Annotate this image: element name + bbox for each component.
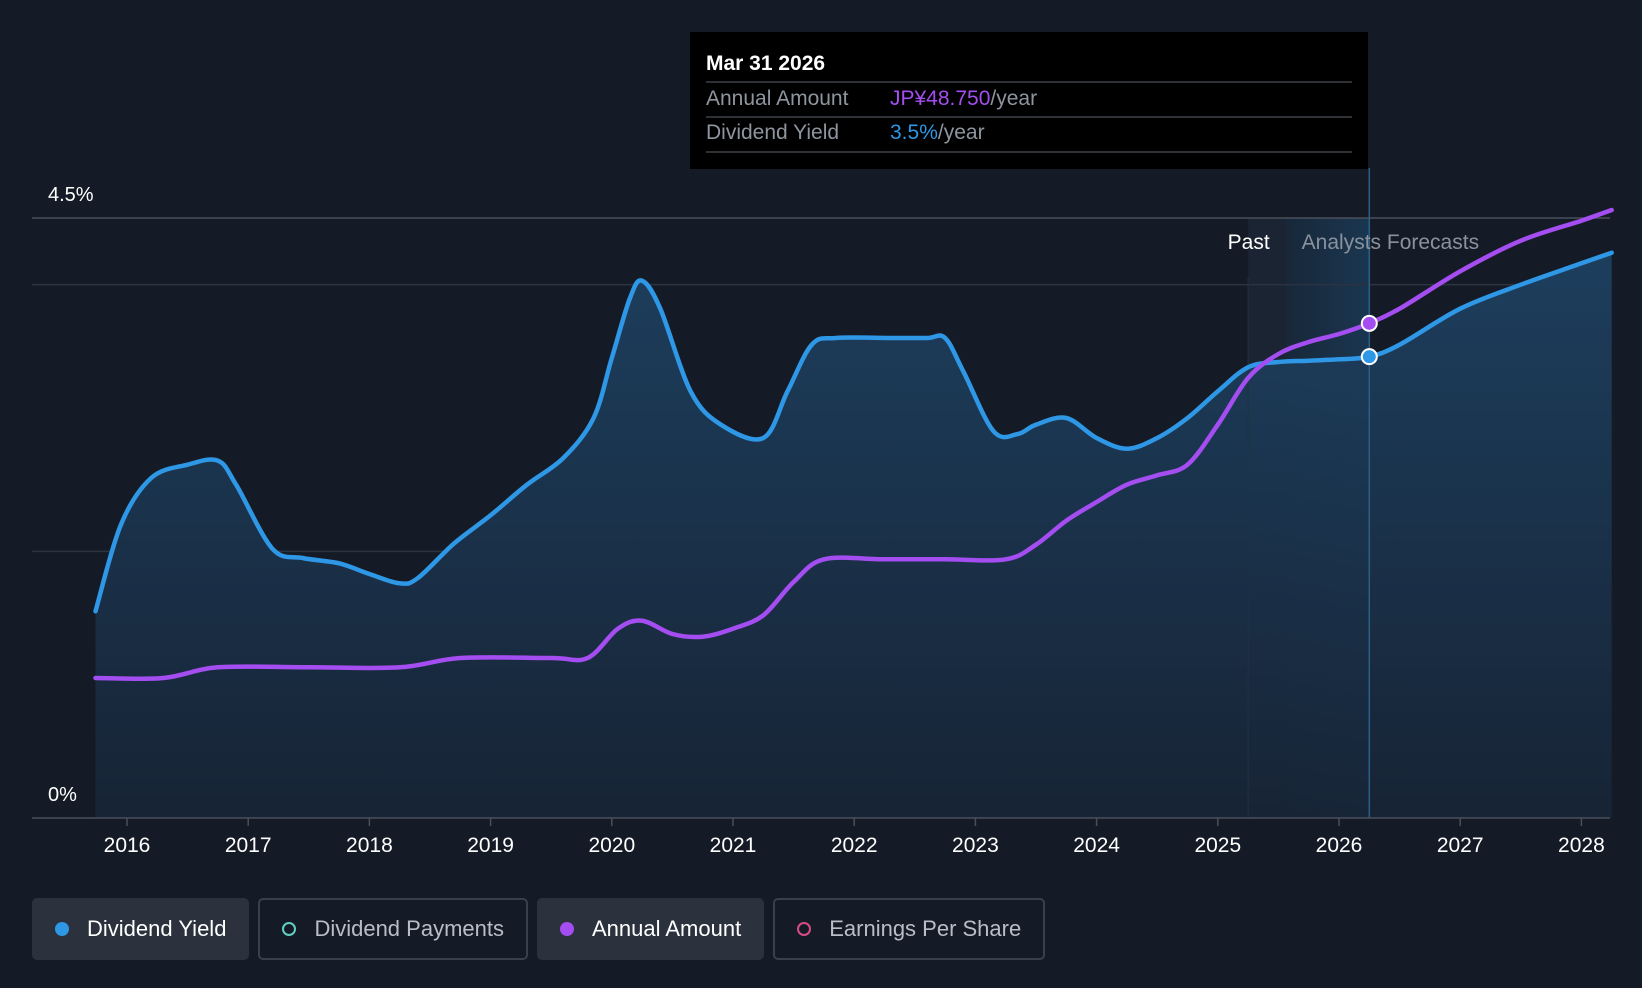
x-tick-label: 2017	[225, 834, 272, 857]
x-tick-label: 2021	[710, 834, 757, 857]
legend-dividend-yield-label: Dividend Yield	[87, 916, 227, 941]
legend-dividend-payments-label: Dividend Payments	[314, 916, 504, 941]
x-tick-label: 2018	[346, 834, 393, 857]
x-tick-label: 2027	[1437, 834, 1484, 857]
legend-dividend-payments-dot-icon	[282, 922, 297, 936]
legend-earnings-per-share-label: Earnings Per Share	[829, 916, 1022, 941]
past-label: Past	[1228, 231, 1270, 254]
x-tick-label: 2024	[1073, 834, 1120, 857]
annual-amount-marker	[1360, 314, 1378, 332]
legend-annual-amount-dot-icon	[559, 922, 574, 936]
legend-dividend-yield-dot-icon	[55, 922, 69, 936]
tooltip-box	[690, 32, 1368, 169]
x-tick-label: 2023	[952, 834, 999, 857]
legend: Dividend Yield Dividend Payments Annual …	[32, 898, 1046, 960]
forecast-label: Analysts Forecasts	[1302, 231, 1479, 254]
x-tick-label: 2019	[467, 834, 514, 857]
dividend-yield-line	[93, 250, 1614, 614]
legend-dividend-payments[interactable]: Dividend Payments	[258, 898, 528, 960]
x-tick-label: 2020	[588, 834, 635, 857]
legend-annual-amount[interactable]: Annual Amount	[536, 898, 765, 960]
x-tick-label: 2025	[1194, 834, 1241, 857]
annual-amount-line	[93, 207, 1614, 682]
x-tick-label: 2026	[1316, 834, 1363, 857]
tooltip-row-value: JP¥48.750/year	[890, 87, 1037, 110]
tooltip-row-label: Dividend Yield	[706, 121, 839, 144]
y-label-max: 4.5%	[48, 184, 94, 206]
legend-annual-amount-label: Annual Amount	[591, 916, 742, 941]
dividend-yield-area	[95, 252, 1612, 818]
tooltip-row-value: 3.5%/year	[890, 121, 985, 144]
y-label-min: 0%	[48, 784, 77, 806]
tooltip-date: Mar 31 2026	[706, 52, 825, 75]
legend-earnings-per-share-dot-icon	[797, 922, 812, 936]
x-tick-label: 2022	[831, 834, 878, 857]
dividend-yield-marker	[1360, 348, 1378, 366]
legend-dividend-yield[interactable]: Dividend Yield	[32, 898, 250, 960]
x-tick-label: 2028	[1558, 834, 1605, 857]
legend-earnings-per-share[interactable]: Earnings Per Share	[773, 898, 1046, 960]
x-tick-label: 2016	[104, 834, 151, 857]
tooltip-row-label: Annual Amount	[706, 87, 849, 110]
